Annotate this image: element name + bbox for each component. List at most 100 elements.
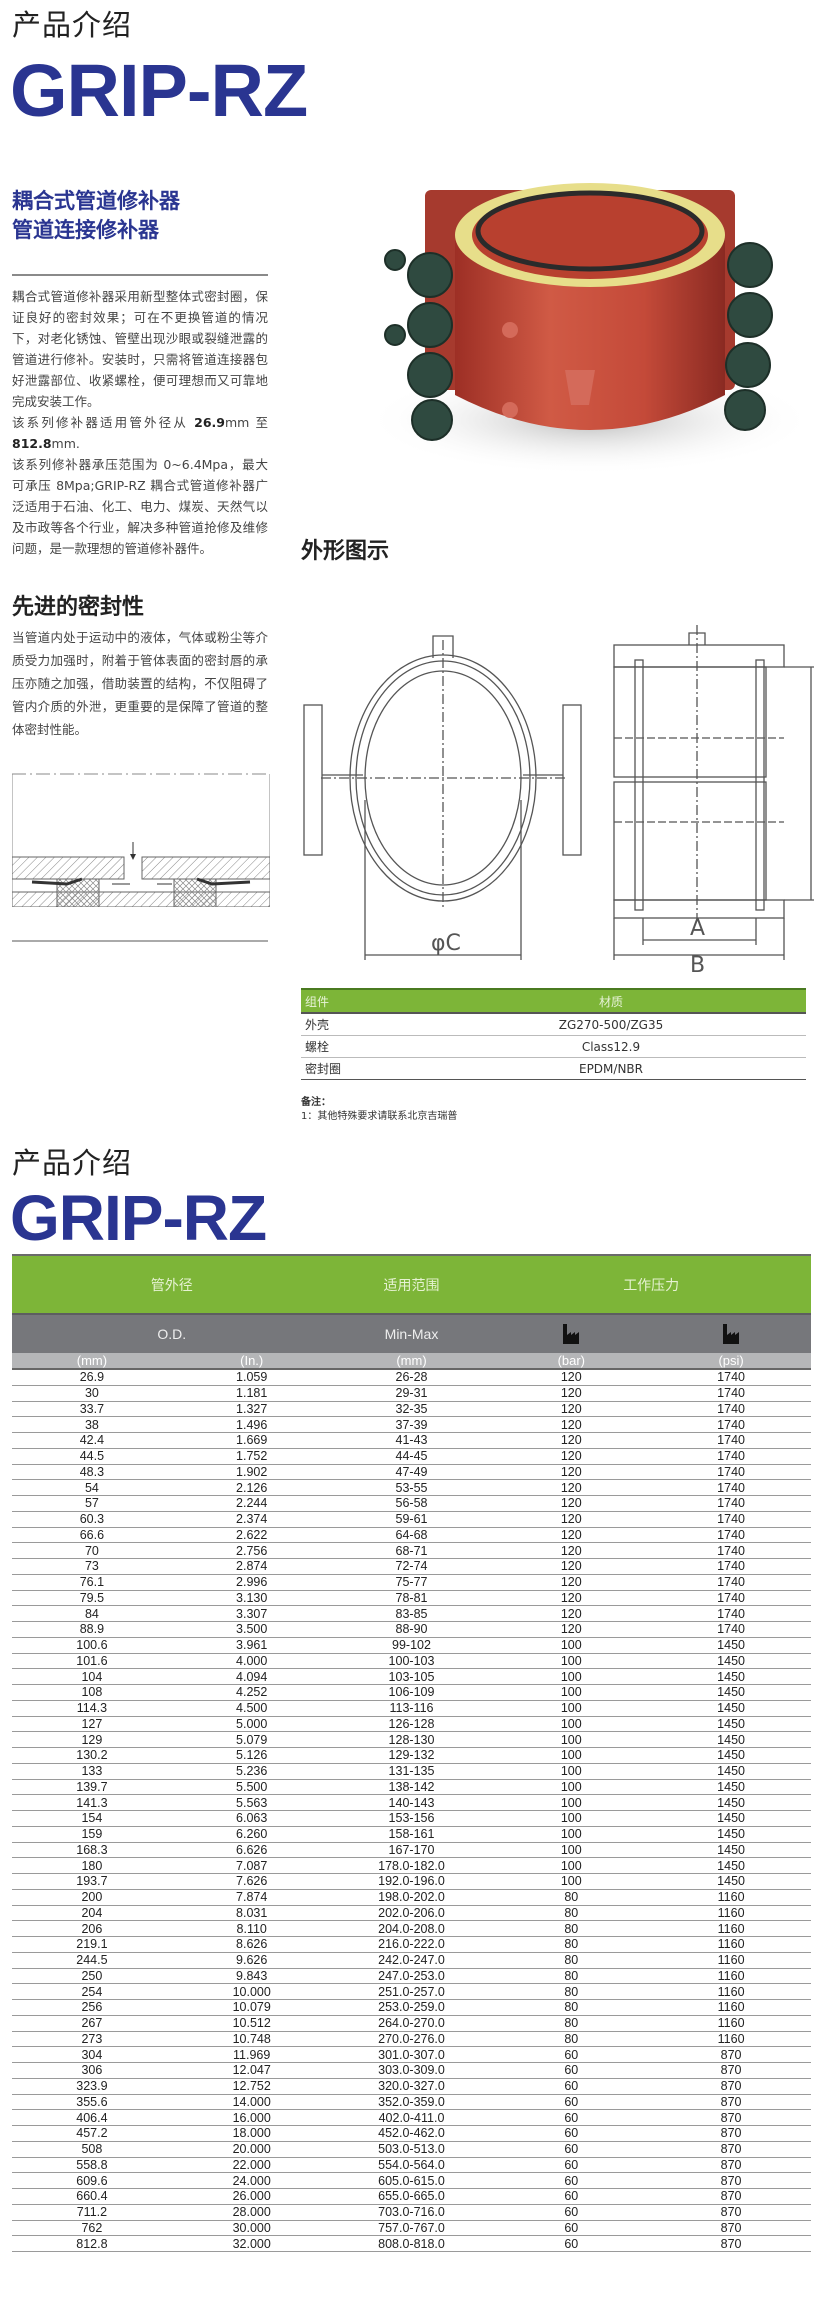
- table-cell: 406.4: [76, 2110, 108, 2125]
- table-cell: 1450: [717, 1748, 745, 1763]
- table-row: 66.6 2.622 64-68 120 1740: [12, 1528, 811, 1544]
- table-cell: 1450: [717, 1638, 745, 1653]
- table-cell: 711.2: [76, 2205, 108, 2220]
- table-row: 130.2 5.126 129-132 100 1450: [12, 1748, 811, 1764]
- table-cell: 4.500: [236, 1701, 268, 1716]
- size-table: 管外径 适用范围 工作压力 O.D. Min-Max (mm) (In.) (mm)…: [12, 1254, 811, 2252]
- materials-row: 密封圈 EPDM/NBR: [301, 1058, 806, 1080]
- table-cell: 605.0-615.0: [378, 2173, 445, 2188]
- table-cell: 503.0-513.0: [378, 2142, 445, 2157]
- table-row: 133 5.236 131-135 100 1450: [12, 1764, 811, 1780]
- table-cell: 100: [560, 1764, 582, 1779]
- table-cell: 253.0-259.0: [378, 2000, 445, 2015]
- product-brand-title-2: GRIP-RZ: [10, 1182, 267, 1254]
- table-cell: 1740: [717, 1575, 745, 1590]
- table-row: 154 6.063 153-156 100 1450: [12, 1811, 811, 1827]
- table-cell: 8.110: [236, 1921, 267, 1936]
- table-row: 108 4.252 106-109 100 1450: [12, 1685, 811, 1701]
- table-row: 200 7.874 198.0-202.0 80 1160: [12, 1890, 811, 1906]
- table-cell: 2.996: [236, 1575, 268, 1590]
- table-cell: 120: [560, 1590, 582, 1605]
- table-cell: 5.000: [236, 1716, 268, 1731]
- table-cell: 5.500: [236, 1779, 268, 1794]
- table-cell: 37-39: [395, 1417, 428, 1432]
- table-cell: 153-156: [388, 1811, 435, 1826]
- table-cell: 120: [560, 1449, 582, 1464]
- table-cell: 30: [84, 1386, 99, 1401]
- table-row: 129 5.079 128-130 100 1450: [12, 1732, 811, 1748]
- table-row: 273 10.748 270.0-276.0 80 1160: [12, 2032, 811, 2048]
- table-cell: 120: [560, 1417, 582, 1432]
- table-cell: 26.000: [232, 2189, 271, 2204]
- table-row: 141.3 5.563 140-143 100 1450: [12, 1795, 811, 1811]
- table-cell: 1740: [717, 1512, 745, 1527]
- table-cell: 1740: [717, 1386, 745, 1401]
- table-cell: 88.9: [79, 1622, 105, 1637]
- table-cell: 80: [564, 1921, 579, 1936]
- table-cell: 7.626: [236, 1874, 268, 1889]
- table-cell: 68-71: [395, 1543, 428, 1558]
- table-row: 84 3.307 83-85 120 1740: [12, 1606, 811, 1622]
- table-row: 457.2 18.000 452.0-462.0 60 870: [12, 2126, 811, 2142]
- table-cell: 355.6: [76, 2094, 108, 2109]
- table-row: 660.4 26.000 655.0-665.0 60 870: [12, 2189, 811, 2205]
- table-cell: 5.079: [236, 1732, 268, 1747]
- table-cell: 8.626: [236, 1937, 268, 1952]
- table-cell: 103-105: [388, 1669, 435, 1684]
- table-cell: 870: [720, 2079, 742, 2094]
- table-cell: 180: [81, 1858, 103, 1873]
- table-row: 323.9 12.752 320.0-327.0 60 870: [12, 2079, 811, 2095]
- table-cell: 120: [560, 1480, 582, 1495]
- table-cell: 870: [720, 2142, 742, 2157]
- table-cell: 101.6: [76, 1653, 108, 1668]
- table-cell: 6.260: [236, 1827, 268, 1842]
- table-cell: 24.000: [232, 2173, 271, 2188]
- table-cell: 5.563: [236, 1795, 268, 1810]
- table-cell: 168.3: [76, 1842, 108, 1857]
- table-cell: 3.130: [236, 1590, 268, 1605]
- seal-text: 当管道内处于运动中的液体，气体或粉尘等介质受力加强时，附着于管体表面的密封唇的承…: [12, 630, 268, 737]
- table-row: 193.7 7.626 192.0-196.0 100 1450: [12, 1874, 811, 1890]
- table-cell: 1450: [717, 1764, 745, 1779]
- table-cell: 72-74: [395, 1559, 428, 1574]
- table-cell: 1450: [717, 1669, 745, 1684]
- table-cell: 1.902: [236, 1464, 268, 1479]
- table-row: 256 10.079 253.0-259.0 80 1160: [12, 2000, 811, 2016]
- table-cell: 1.669: [236, 1433, 268, 1448]
- table-cell: 60: [564, 2220, 579, 2235]
- table-row: 508 20.000 503.0-513.0 60 870: [12, 2142, 811, 2158]
- table-cell: 104: [81, 1669, 103, 1684]
- table-cell: 202.0-206.0: [378, 1905, 445, 1920]
- table-row: 267 10.512 264.0-270.0 80 1160: [12, 2016, 811, 2032]
- table-cell: 60: [564, 2126, 579, 2141]
- table-row: 762 30.000 757.0-767.0 60 870: [12, 2221, 811, 2237]
- intro-paragraph-1: 耦合式管道修补器采用新型整体式密封圈，保证良好的密封效果；可在不更换管道的情况下…: [12, 289, 268, 409]
- table-cell: 114.3: [76, 1701, 108, 1716]
- table-cell: 12.047: [232, 2063, 271, 2078]
- table-cell: 609.6: [76, 2173, 108, 2188]
- table-cell: 120: [560, 1622, 582, 1637]
- table-cell: 60: [564, 2189, 579, 2204]
- table-cell: 10.079: [232, 2000, 271, 2015]
- table-body: 26.9 1.059 26-28 120 1740 30 1.181 29-31 120 1740…: [12, 1370, 811, 2252]
- table-cell: 22.000: [232, 2157, 271, 2172]
- table-cell: 1740: [717, 1417, 745, 1432]
- table-row: 219.1 8.626 216.0-222.0 80 1160: [12, 1937, 811, 1953]
- table-cell: 80: [564, 1890, 579, 1905]
- table-row: 206 8.110 204.0-208.0 80 1160: [12, 1921, 811, 1937]
- table-cell: 38: [84, 1417, 99, 1432]
- intro-paragraph-2: 该系列修补器适用管外径从 26.9mm 至 812.8mm.: [12, 415, 268, 451]
- table-cell: 14.000: [232, 2094, 271, 2109]
- table-cell: 28.000: [232, 2205, 271, 2220]
- table-cell: 254: [81, 1984, 103, 1999]
- table-cell: 33.7: [79, 1401, 105, 1416]
- table-cell: 256: [81, 2000, 103, 2015]
- table-cell: 219.1: [76, 1937, 108, 1952]
- table-cell: 100: [560, 1795, 582, 1810]
- table-cell: 660.4: [76, 2189, 108, 2204]
- table-cell: 80: [564, 2031, 579, 2046]
- table-cell: 59-61: [395, 1512, 428, 1527]
- table-cell: 83-85: [395, 1606, 428, 1621]
- table-cell: 304: [81, 2047, 103, 2062]
- table-cell: 204: [81, 1905, 103, 1920]
